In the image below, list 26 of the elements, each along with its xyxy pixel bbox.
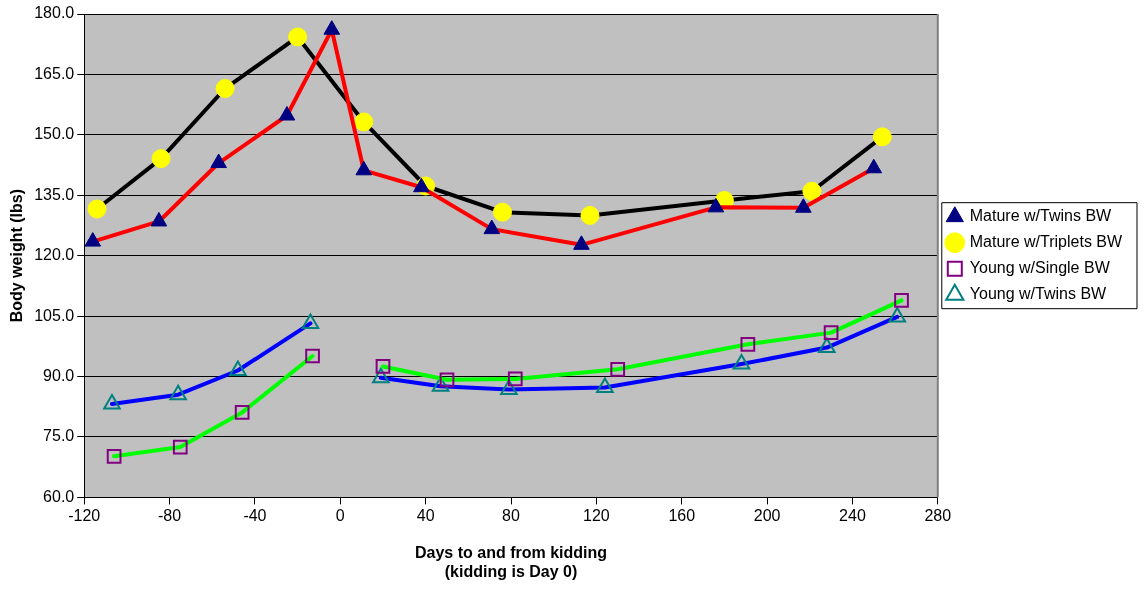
x-tick-label: 200	[753, 507, 781, 525]
legend-label: Young w/Twins BW	[969, 285, 1116, 303]
y-tick-label: 105.0	[34, 306, 75, 324]
y-tick-label: 135.0	[34, 185, 75, 203]
legend-label: Young w/Single BW	[969, 259, 1119, 277]
x-tick-label: 40	[416, 507, 435, 525]
y-tick-label: 180.0	[34, 4, 75, 22]
x-tick-label: 160	[668, 507, 696, 525]
x-tick-label: -80	[158, 507, 182, 525]
y-tick-label: 165.0	[34, 64, 75, 82]
y-tick-label: 75.0	[43, 427, 75, 445]
x-tick-label: -120	[68, 507, 101, 525]
y-axis-title: Body weight (lbs)	[8, 189, 26, 323]
x-tick-label: 0	[335, 507, 345, 525]
x-tick-label: 80	[502, 507, 521, 525]
y-tick-label: 90.0	[43, 366, 75, 384]
legend-label: Mature w/Triplets BW	[969, 233, 1132, 251]
x-tick-label: -40	[243, 507, 267, 525]
legend-label: Mature w/Twins BW	[969, 207, 1121, 225]
x-tick-label: 240	[839, 507, 866, 525]
y-tick-label: 60.0	[43, 487, 75, 505]
y-tick-label: 150.0	[34, 125, 75, 143]
x-axis-title: Days to and from kidding (kidding is Day 0)	[415, 543, 608, 580]
y-tick-label: 120.0	[34, 246, 75, 264]
x-tick-label: 120	[583, 507, 610, 525]
x-tick-label: 280	[924, 507, 952, 525]
